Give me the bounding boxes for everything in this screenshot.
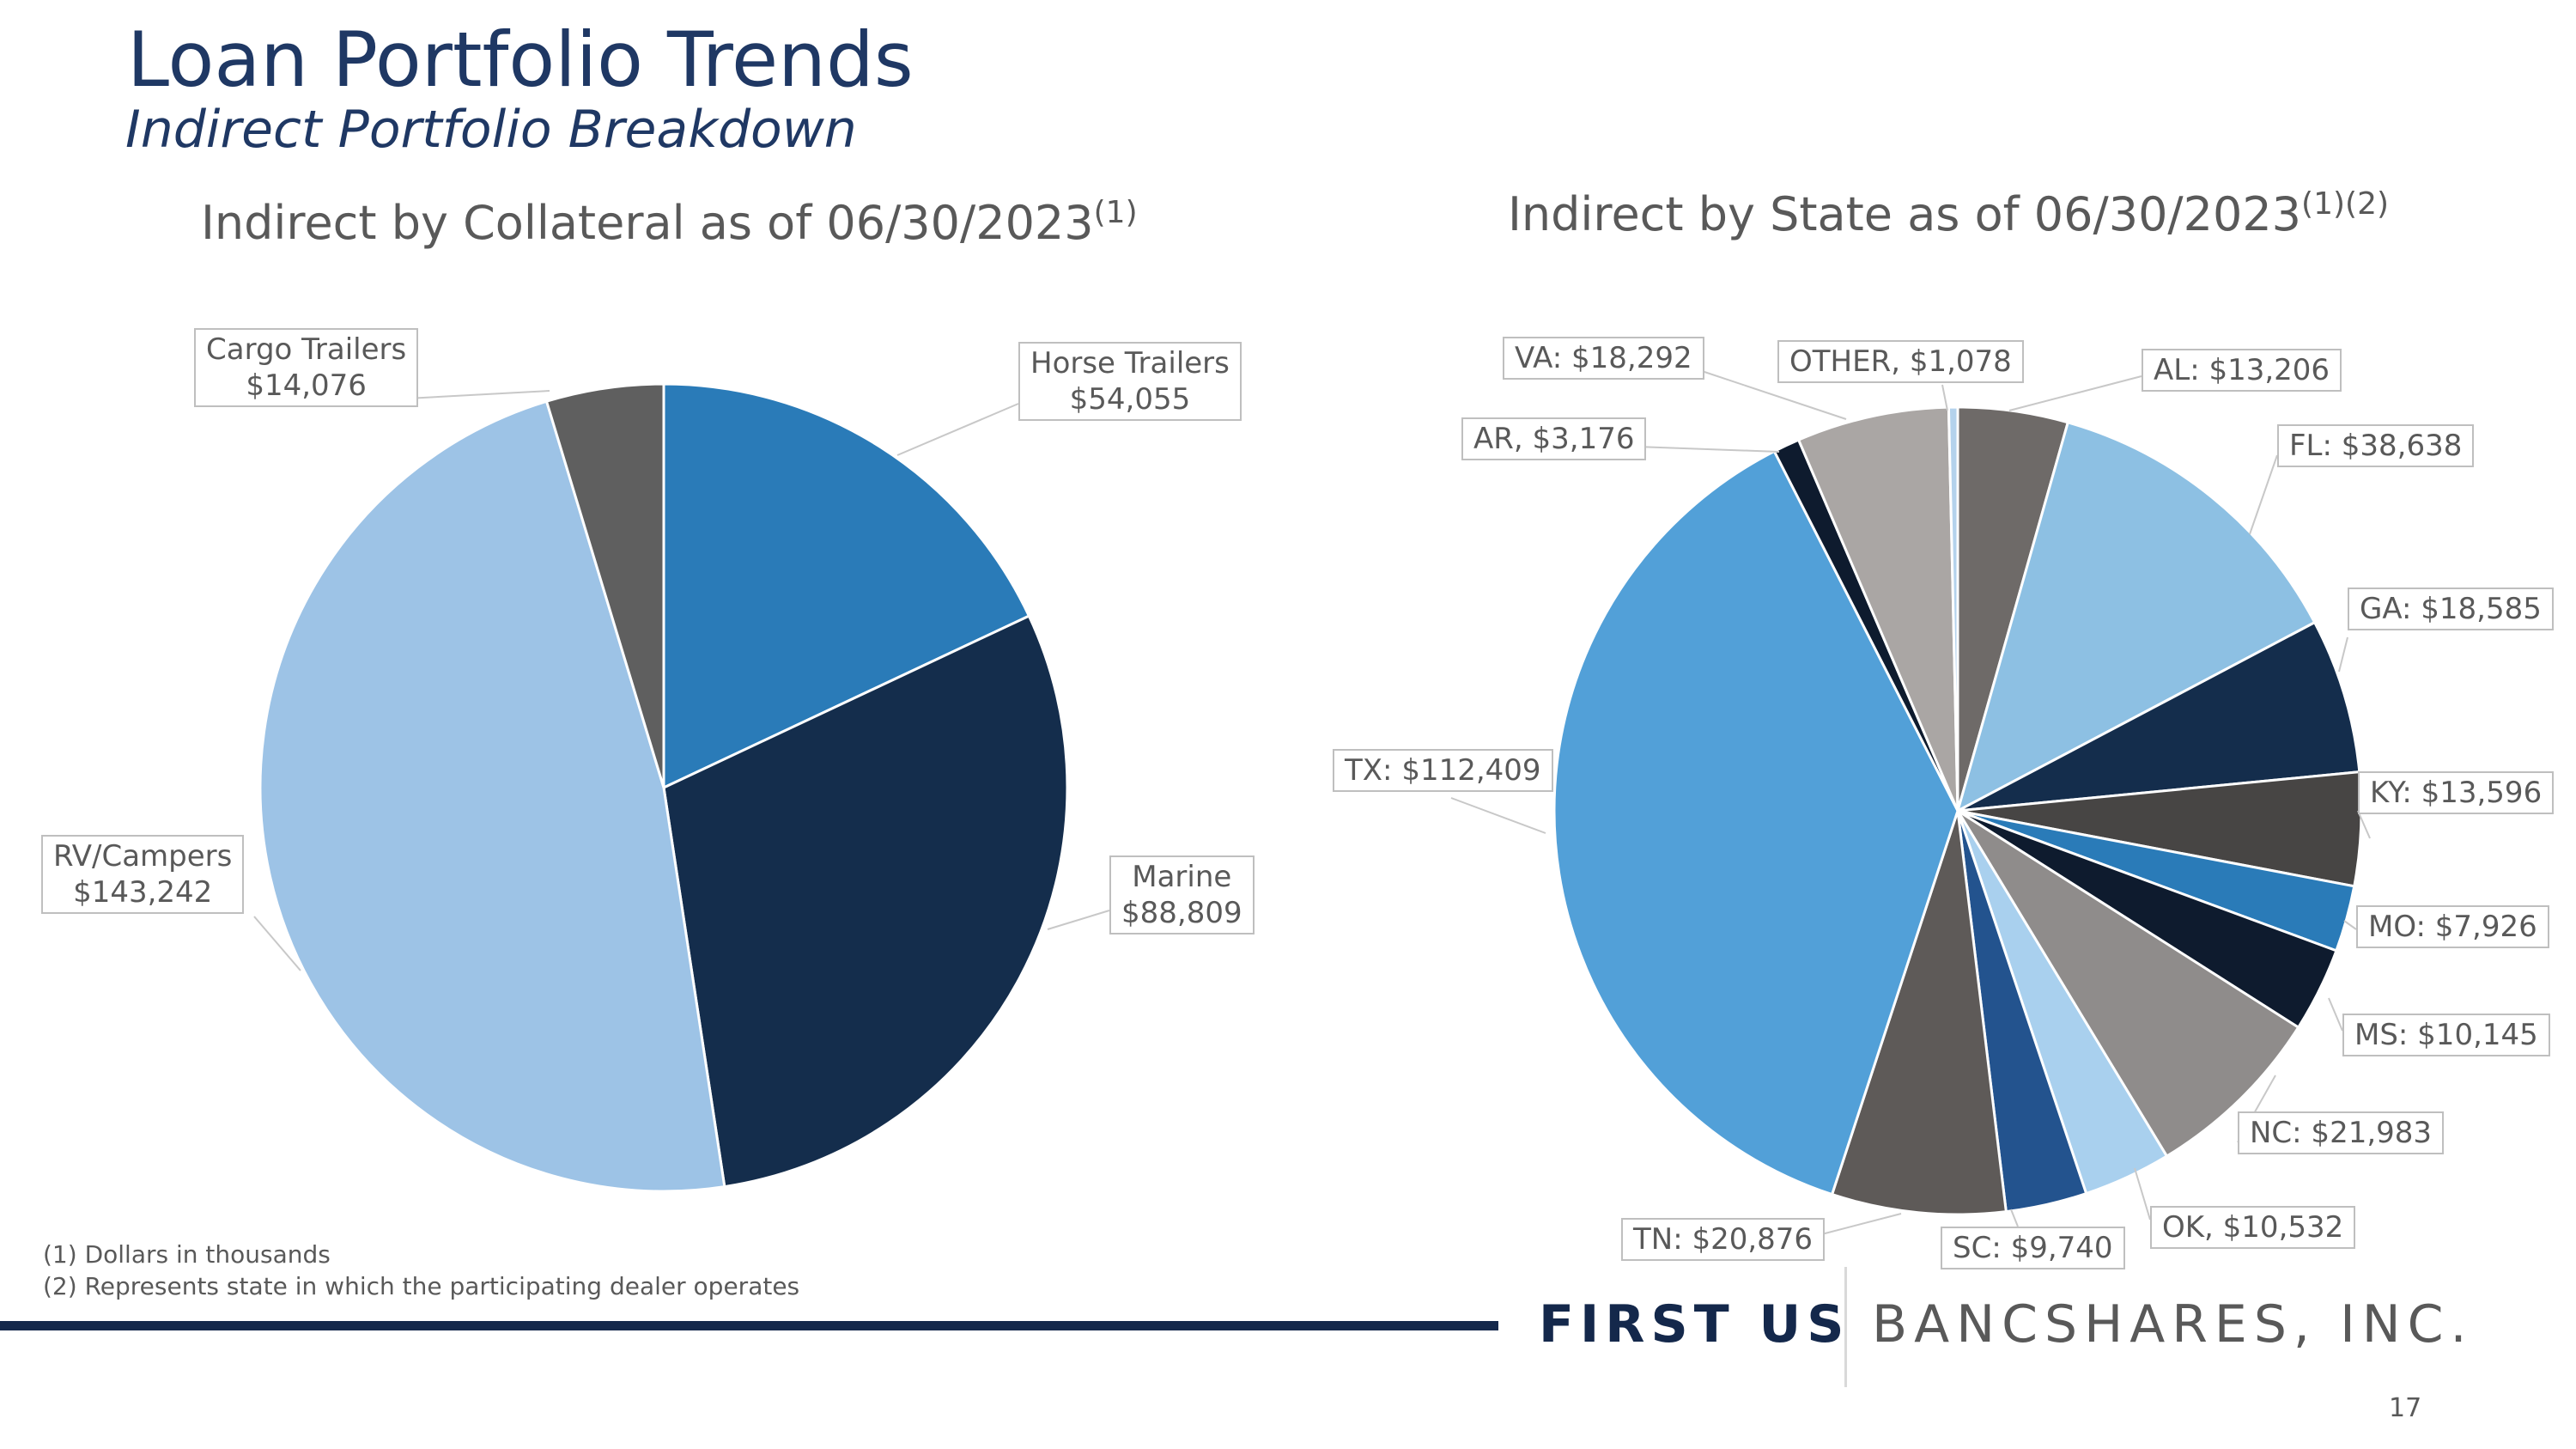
collateral-slice-cargo-trailers	[544, 382, 665, 788]
logo-bancshares: BANCSHARES, INC.	[1872, 1294, 2474, 1355]
label-tn: TN: $20,876	[1621, 1218, 1826, 1261]
leader-line	[1811, 1213, 1902, 1238]
label-marine: Marine $88,809	[1109, 855, 1255, 935]
footnote-2: (2) Represents state in which the partic…	[43, 1272, 800, 1300]
label-ky: KY: $13,596	[2358, 771, 2555, 814]
leader-line	[2343, 920, 2357, 930]
collateral-slice-marine	[662, 614, 1069, 1189]
label-marine-value: $88,809	[1121, 896, 1242, 930]
label-rv-campers: RV/Campers $143,242	[41, 835, 245, 914]
state-slice-tn	[1830, 810, 2008, 1216]
leader-line	[1047, 910, 1110, 930]
label-nc: NC: $21,983	[2238, 1111, 2445, 1154]
page-number: 17	[2389, 1393, 2422, 1423]
footnote-1: (1) Dollars in thousands	[43, 1240, 331, 1269]
state-slice-nc	[1956, 809, 2300, 1159]
state-chart-title-text: Indirect by State as of 06/30/2023	[1508, 187, 2302, 241]
collateral-chart-title-footnote: (1)	[1093, 195, 1138, 230]
leader-line	[2010, 1209, 2019, 1227]
collateral-slice-horse-trailers	[662, 382, 1031, 790]
leader-line	[2328, 997, 2343, 1032]
collateral-chart-title: Indirect by Collateral as of 06/30/2023(…	[201, 196, 1138, 250]
leader-line	[2249, 454, 2278, 535]
label-al: AL: $13,206	[2142, 349, 2342, 392]
label-tx: TX: $112,409	[1333, 749, 1553, 792]
page-subtitle: Indirect Portfolio Breakdown	[125, 100, 857, 160]
leader-line	[896, 403, 1019, 456]
label-other: OTHER, $1,078	[1777, 340, 2024, 383]
state-slice-ga	[1957, 620, 2361, 813]
label-horse-trailers: Horse Trailers $54,055	[1018, 342, 1242, 421]
page-title: Loan Portfolio Trends	[127, 15, 914, 104]
label-fl: FL: $38,638	[2277, 424, 2475, 467]
state-slice-tx	[1552, 449, 1959, 1196]
leader-line	[1636, 446, 1780, 453]
state-chart-title-footnote: (1)(2)	[2301, 186, 2390, 222]
label-ar: AR, $3,176	[1461, 417, 1647, 460]
logo-first-us: FIRST US	[1539, 1294, 1850, 1355]
footer-rule	[0, 1321, 1498, 1330]
state-slice-other	[1947, 405, 1959, 812]
label-horse-trailers-name: Horse Trailers	[1030, 346, 1230, 381]
leader-line	[2338, 636, 2348, 673]
label-mo: MO: $7,926	[2356, 905, 2549, 948]
label-va: VA: $18,292	[1503, 337, 1704, 380]
label-rv-campers-name: RV/Campers	[53, 839, 233, 874]
label-horse-trailers-value: $54,055	[1069, 382, 1191, 417]
leader-line	[406, 390, 550, 399]
leader-line	[1696, 368, 1847, 420]
label-marine-name: Marine	[1132, 860, 1232, 894]
leader-line	[2357, 810, 2371, 839]
label-ok: OK, $10,532	[2150, 1206, 2356, 1249]
state-slice-va	[1796, 405, 1959, 812]
state-slice-fl	[1955, 420, 2317, 813]
label-cargo-trailers-value: $14,076	[246, 368, 367, 403]
leader-line	[1941, 384, 1948, 411]
logo-divider	[1844, 1267, 1847, 1387]
collateral-slice-rv-campers	[258, 399, 726, 1193]
label-cargo-trailers-name: Cargo Trailers	[206, 332, 407, 367]
label-ga: GA: $18,585	[2348, 588, 2554, 630]
leader-line	[1450, 797, 1546, 834]
leader-line	[2008, 375, 2142, 411]
label-sc: SC: $9,740	[1941, 1227, 2125, 1269]
leader-line	[253, 916, 301, 971]
state-chart-title: Indirect by State as of 06/30/2023(1)(2)	[1508, 187, 2389, 241]
collateral-chart-title-text: Indirect by Collateral as of 06/30/2023	[201, 196, 1094, 250]
label-ms: MS: $10,145	[2342, 1014, 2550, 1056]
label-rv-campers-value: $143,242	[73, 875, 213, 910]
label-cargo-trailers: Cargo Trailers $14,076	[194, 328, 419, 407]
leader-line	[2134, 1167, 2151, 1221]
